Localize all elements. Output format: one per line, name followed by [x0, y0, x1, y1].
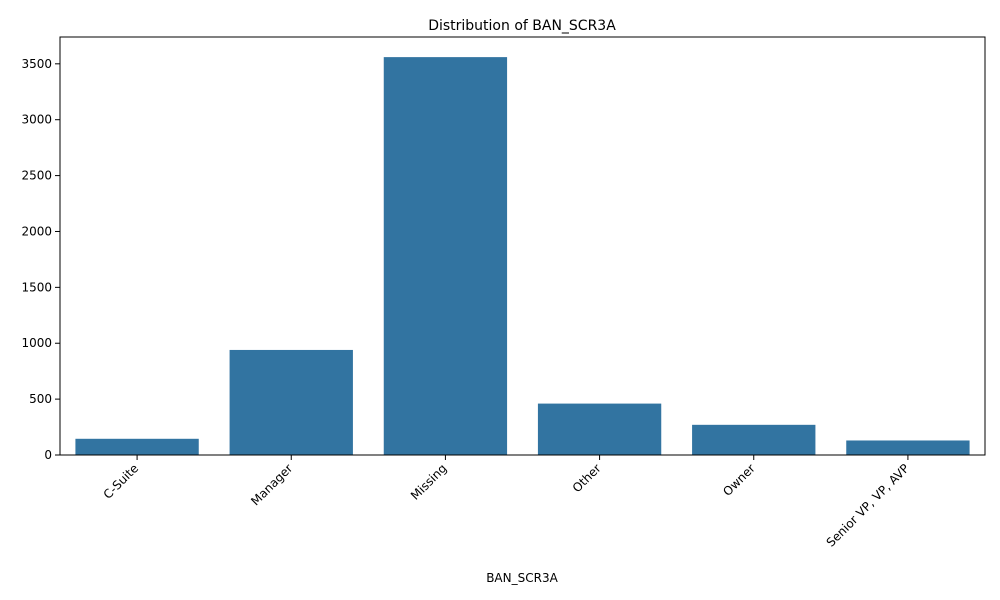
y-tick-label: 500: [29, 392, 52, 406]
bar-senior-vp-vp-avp: [846, 440, 970, 455]
chart-title: Distribution of BAN_SCR3A: [428, 18, 616, 34]
bar-other: [537, 403, 662, 455]
y-tick-label: 1500: [21, 280, 52, 294]
bar-owner: [692, 424, 816, 455]
y-tick-label: 2500: [21, 169, 52, 183]
x-axis-label: BAN_SCR3A: [486, 571, 558, 585]
y-tick-label: 3000: [21, 113, 52, 127]
y-tick-label: 0: [44, 448, 52, 462]
y-tick-label: 1000: [21, 336, 52, 350]
bar-manager: [229, 349, 353, 455]
bars-group: [75, 57, 970, 455]
y-tick-label: 3500: [21, 57, 52, 71]
plot-frame: [59, 36, 986, 456]
y-tick-label: 2000: [21, 224, 52, 238]
y-axis: 0 500 1000 1500 2000 2500 3000 3500: [21, 57, 60, 462]
bar-missing: [383, 57, 508, 455]
bar-c-suite: [75, 438, 199, 455]
